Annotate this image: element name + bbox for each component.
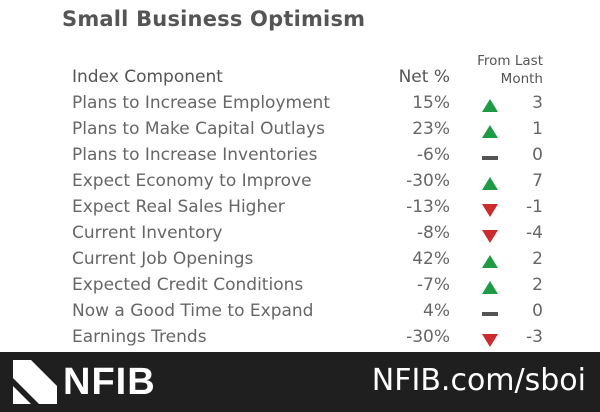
row-change-value: 3 [532, 93, 543, 113]
up-arrow-icon [482, 99, 498, 112]
row-component-label: Current Job Openings [72, 249, 254, 269]
row-component-label: Plans to Increase Inventories [72, 145, 318, 165]
row-net-value: 42% [412, 249, 450, 269]
trend-marker [482, 204, 498, 217]
sboi-link[interactable]: NFIB.com/sboi [371, 363, 586, 398]
up-arrow-icon [482, 281, 498, 294]
row-net-value: -6% [416, 145, 450, 165]
trend-marker [482, 125, 498, 138]
table-row: Plans to Make Capital Outlays 23% 1 [0, 117, 600, 143]
table-row: Earnings Trends -30% -3 [0, 325, 600, 351]
row-change-value: -4 [526, 223, 543, 243]
table-row: Current Inventory -8% -4 [0, 221, 600, 247]
no-change-dash-icon [482, 312, 498, 316]
row-component-label: Expect Real Sales Higher [72, 197, 285, 217]
down-arrow-icon [482, 230, 498, 243]
down-arrow-icon [482, 334, 498, 347]
table-row: Now a Good Time to Expand 4% 0 [0, 299, 600, 325]
row-net-value: -30% [406, 171, 450, 191]
trend-marker [482, 255, 498, 268]
down-arrow-icon [482, 204, 498, 217]
up-arrow-icon [482, 125, 498, 138]
table-row: Plans to Increase Employment 15% 3 [0, 91, 600, 117]
table-row: Expect Economy to Improve -30% 7 [0, 169, 600, 195]
trend-marker [482, 334, 498, 347]
table-row: Expected Credit Conditions -7% 2 [0, 273, 600, 299]
trend-marker [482, 177, 498, 190]
row-component-label: Plans to Make Capital Outlays [72, 119, 325, 139]
header-from-last-line2: Month [500, 71, 543, 87]
table-row: Current Job Openings 42% 2 [0, 247, 600, 273]
nfib-logo-text: NFIB [63, 361, 156, 403]
nfib-logo: NFIB [13, 360, 163, 404]
chart-title: Small Business Optimism [62, 7, 366, 31]
trend-marker [482, 230, 498, 243]
row-change-value: 7 [532, 171, 543, 191]
up-arrow-icon [482, 177, 498, 190]
header-from-last-month: From Last Month [477, 52, 543, 88]
row-change-value: 1 [532, 119, 543, 139]
table-row: Expect Real Sales Higher -13% -1 [0, 195, 600, 221]
trend-marker [482, 312, 498, 316]
header-from-last-line1: From Last [477, 53, 543, 69]
row-change-value: 2 [532, 275, 543, 295]
row-net-value: -13% [406, 197, 450, 217]
row-net-value: -7% [416, 275, 450, 295]
row-change-value: 0 [532, 145, 543, 165]
footer-bar: NFIB NFIB.com/sboi [0, 352, 600, 412]
row-change-value: -1 [526, 197, 543, 217]
row-net-value: 15% [412, 93, 450, 113]
row-net-value: -30% [406, 327, 450, 347]
row-component-label: Current Inventory [72, 223, 223, 243]
nfib-logo-mark-icon [13, 360, 57, 404]
row-net-value: -8% [416, 223, 450, 243]
row-net-value: 23% [412, 119, 450, 139]
no-change-dash-icon [482, 156, 498, 160]
optimism-table: Index Component Net % From Last Month Pl… [0, 52, 600, 351]
up-arrow-icon [482, 255, 498, 268]
row-change-value: 0 [532, 301, 543, 321]
row-component-label: Now a Good Time to Expand [72, 301, 314, 321]
row-change-value: -3 [526, 327, 543, 347]
row-component-label: Plans to Increase Employment [72, 93, 330, 113]
row-net-value: 4% [423, 301, 450, 321]
row-component-label: Expected Credit Conditions [72, 275, 304, 295]
trend-marker [482, 99, 498, 112]
header-index-component: Index Component [72, 67, 223, 87]
trend-marker [482, 281, 498, 294]
row-component-label: Expect Economy to Improve [72, 171, 312, 191]
row-change-value: 2 [532, 249, 543, 269]
row-component-label: Earnings Trends [72, 327, 207, 347]
table-row: Plans to Increase Inventories -6% 0 [0, 143, 600, 169]
trend-marker [482, 156, 498, 160]
header-net-percent: Net % [398, 67, 450, 87]
